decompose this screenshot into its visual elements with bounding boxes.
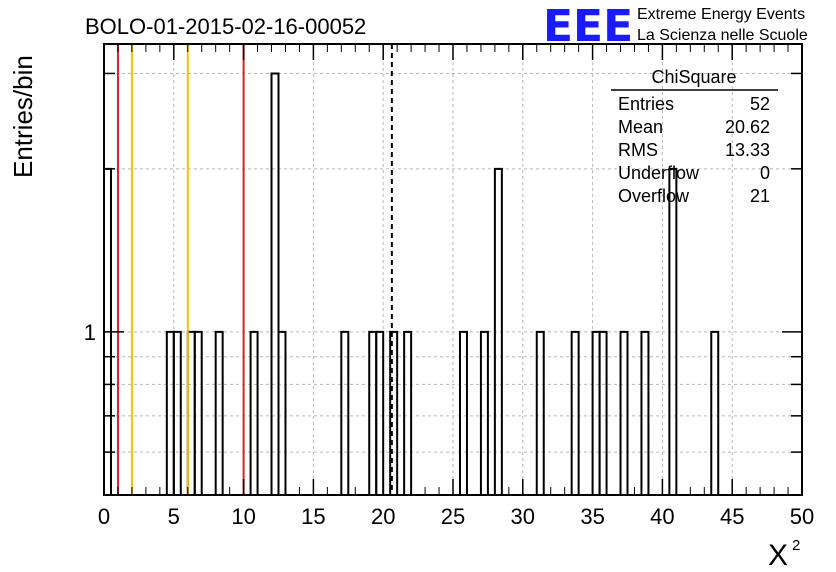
- histogram-bin: [598, 330, 608, 495]
- histogram-bin: [640, 330, 650, 495]
- ticks-layer: 0 5 10 15 20 25 30 35 40 45 50 1: [84, 44, 814, 529]
- logo-line-1: Extreme Energy Events: [637, 6, 805, 23]
- histogram-bin: [277, 330, 287, 495]
- plot-frame: [103, 43, 803, 496]
- x-axis-label: X 2: [768, 537, 800, 572]
- histogram-bin: [493, 167, 503, 495]
- histogram-bin: [389, 330, 399, 495]
- stats-row-value: 21: [750, 186, 770, 206]
- x-tick-label: 5: [168, 504, 180, 529]
- x-tick-label: 35: [580, 504, 604, 529]
- marker-lines-layer: [116, 44, 393, 495]
- eee-logo: EEE Extreme Energy Events La Scienza nel…: [543, 1, 808, 52]
- stats-row-value: 0: [760, 163, 770, 183]
- histogram-bin: [193, 330, 203, 495]
- x-tick-label: 15: [301, 504, 325, 529]
- histogram-bin: [214, 330, 224, 495]
- y-axis-label: Entries/bin: [8, 55, 38, 178]
- x-tick-label: 30: [511, 504, 535, 529]
- chart-title: BOLO-01-2015-02-16-00052: [85, 14, 366, 39]
- logo-line-2: La Scienza nelle Scuole: [637, 27, 808, 44]
- stats-row-label: Entries: [618, 94, 674, 114]
- histogram-bin: [668, 167, 678, 495]
- x-axis-label-base: X: [768, 539, 788, 572]
- histogram-bin: [458, 330, 468, 495]
- x-tick-label: 40: [650, 504, 674, 529]
- grid-layer: [104, 44, 802, 495]
- stats-row-label: Mean: [618, 117, 663, 137]
- histogram-bin: [249, 330, 259, 495]
- x-tick-label: 10: [231, 504, 255, 529]
- stats-row-label: Overflow: [618, 186, 690, 206]
- stats-box-title: ChiSquare: [651, 67, 736, 87]
- stats-row-label: Underflow: [618, 163, 700, 183]
- histogram-bin: [619, 330, 629, 495]
- histogram-bin: [403, 330, 413, 495]
- histogram-bin: [479, 330, 489, 495]
- y-tick-label: 1: [84, 320, 96, 345]
- stats-rows: Entries 52 Mean 20.62 RMS 13.33 Underflow 0 Over…: [618, 94, 770, 206]
- stats-row-value: 20.62: [725, 117, 770, 137]
- histogram-bin: [340, 330, 350, 495]
- stats-row-value: 13.33: [725, 140, 770, 160]
- stats-row-label: RMS: [618, 140, 658, 160]
- histogram-bin: [172, 330, 182, 495]
- x-tick-label: 25: [441, 504, 465, 529]
- x-tick-label: 50: [790, 504, 814, 529]
- histogram-bin: [535, 330, 545, 495]
- histogram-bin: [710, 330, 720, 495]
- x-tick-label: 45: [720, 504, 744, 529]
- histogram-bin: [375, 330, 385, 495]
- logo-mark: EEE: [543, 1, 633, 52]
- x-tick-label: 0: [98, 504, 110, 529]
- histogram-bin: [570, 330, 580, 495]
- histogram-bin: [270, 72, 280, 495]
- x-axis-label-superscript: 2: [792, 537, 800, 554]
- x-tick-label: 20: [371, 504, 395, 529]
- stats-box: ChiSquare Entries 52 Mean 20.62 RMS 13.33 Unde…: [611, 67, 778, 206]
- stats-row-value: 52: [750, 94, 770, 114]
